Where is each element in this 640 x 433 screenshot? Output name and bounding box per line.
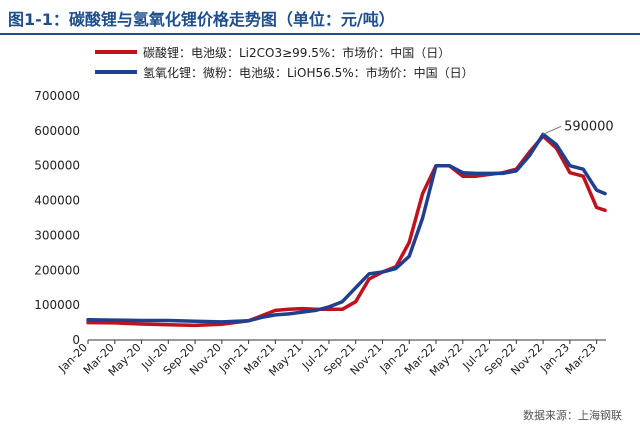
legend-item-series-2: 氢氧化锂：微粉：电池级：LiOH56.5%：市场价：中国（日） — [95, 62, 474, 82]
y-tick-label: 100000 — [34, 298, 80, 312]
series-line-2 — [86, 132, 607, 324]
y-tick-label: 500000 — [34, 159, 80, 173]
title-divider — [0, 33, 640, 35]
annotation-layer: 590000 — [542, 119, 614, 135]
legend-label-series-1: 碳酸锂：电池级：Li2CO3≥99.5%：市场价：中国（日） — [143, 45, 451, 60]
data-source-note: 数据来源：上海钢联 — [523, 409, 622, 422]
legend-item-series-1: 碳酸锂：电池级：Li2CO3≥99.5%：市场价：中国（日） — [95, 42, 474, 62]
y-tick-label: 0 — [72, 333, 80, 347]
y-tick-label: 300000 — [34, 228, 80, 242]
annotation-leader — [542, 125, 562, 135]
y-tick-label: 600000 — [34, 124, 80, 138]
x-axis: Jan-20Mar-20May-20Jul-20Sep-20Nov-20Jan-… — [56, 339, 606, 379]
y-tick-label: 400000 — [34, 194, 80, 208]
y-axis: 0 100000 200000 300000 400000 500000 600000 700… — [34, 89, 80, 347]
chart-title: 图1-1：碳酸锂与氢氧化锂价格走势图（单位：元/吨） — [8, 10, 395, 29]
annotation-label: 590000 — [564, 119, 614, 134]
y-tick-label: 700000 — [34, 89, 80, 103]
legend-swatch-series-2 — [95, 70, 137, 74]
y-tick-label: 200000 — [34, 263, 80, 277]
legend-label-series-2: 氢氧化锂：微粉：电池级：LiOH56.5%：市场价：中国（日） — [143, 65, 474, 80]
series-layer — [86, 132, 607, 328]
legend: 碳酸锂：电池级：Li2CO3≥99.5%：市场价：中国（日） 氢氧化锂：微粉：电… — [95, 42, 474, 82]
legend-swatch-series-1 — [95, 50, 137, 54]
